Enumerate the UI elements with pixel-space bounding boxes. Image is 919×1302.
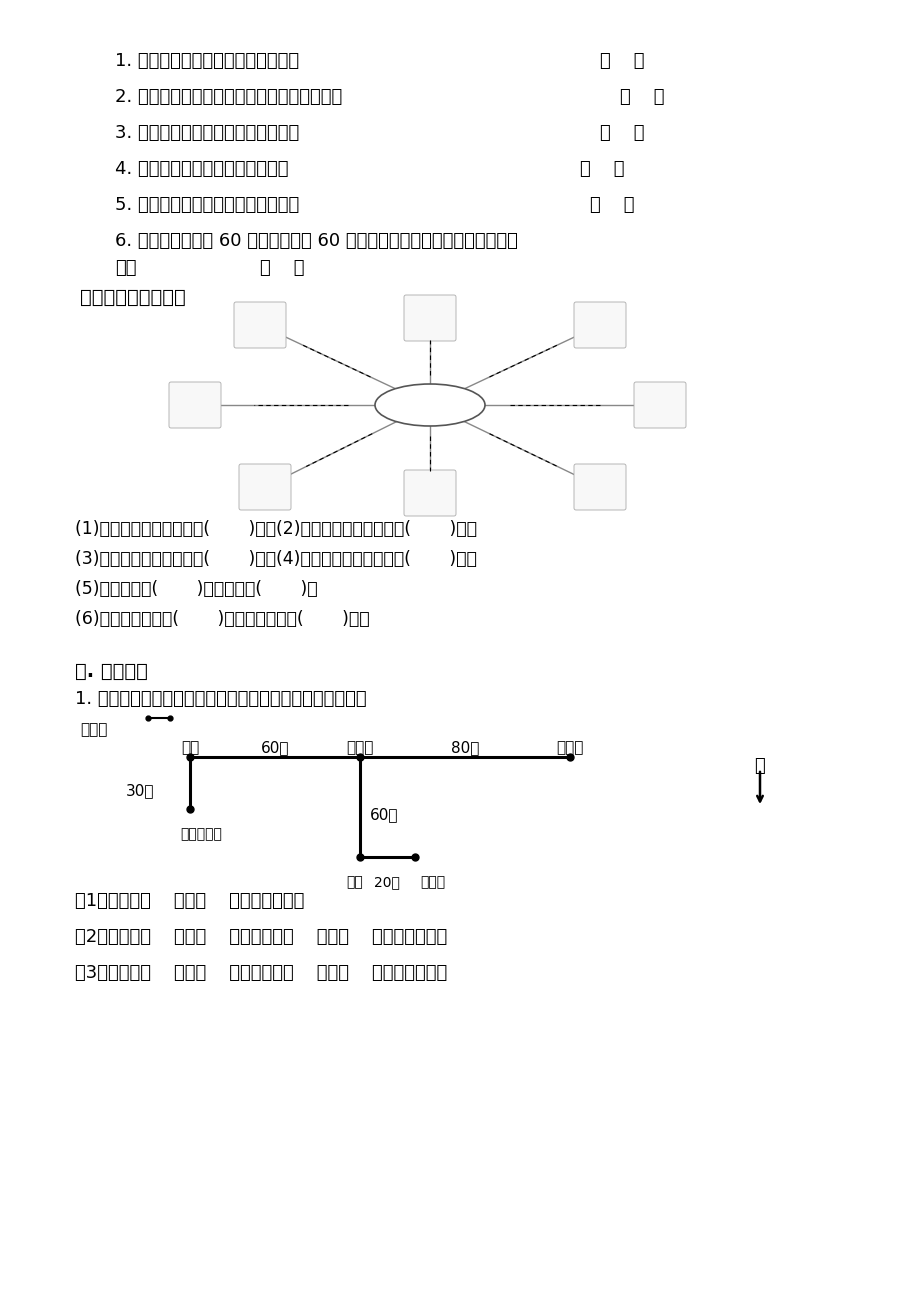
Text: (3)小兔住在森林俱乐部的(       )面。(4)老虎住在森林俱乐部的(       )面。: (3)小兔住在森林俱乐部的( )面。(4)老虎住在森林俱乐部的( )面。 [75, 549, 476, 568]
Text: （    ）: （ ） [589, 197, 634, 214]
Text: 电影院: 电影院 [346, 740, 373, 755]
Text: 四、去动物园看看。: 四、去动物园看看。 [80, 288, 186, 307]
Text: 北: 北 [754, 756, 765, 775]
Text: 格格家: 格格家 [420, 875, 445, 889]
FancyBboxPatch shape [633, 381, 686, 428]
Text: （    ）: （ ） [260, 259, 304, 277]
Text: 2. 在森林中可以利用树叶的疏密来识别方向。: 2. 在森林中可以利用树叶的疏密来识别方向。 [115, 89, 342, 105]
Text: （2）格格向（    ）走（    ）米，再向（    ）走（    ）米到电影院。: （2）格格向（ ）走（ ）米，再向（ ）走（ ）米到电影院。 [75, 928, 447, 947]
Text: 邮局: 邮局 [181, 740, 199, 755]
Text: （    ）: （ ） [579, 160, 624, 178]
Text: 60米: 60米 [260, 740, 289, 755]
FancyBboxPatch shape [403, 296, 456, 341]
Text: 五. 解决问题: 五. 解决问题 [75, 661, 148, 681]
FancyBboxPatch shape [169, 381, 221, 428]
FancyBboxPatch shape [239, 464, 290, 510]
Text: 5. 刮东北风时，炊烟往东北方向飘。: 5. 刮东北风时，炊烟往东北方向飘。 [115, 197, 299, 214]
Text: 森林俱乐部: 森林俱乐部 [409, 405, 450, 419]
Text: 图：皮皮家: 图：皮皮家 [180, 827, 221, 841]
Text: 20米: 20米 [374, 875, 400, 889]
Text: 4. 东与西相对，东南与西南相对。: 4. 东与西相对，东南与西南相对。 [115, 160, 289, 178]
Text: (6)小狗住在狮子的(       )面，住在小兔的(       )面。: (6)小狗住在狮子的( )面，住在小兔的( )面。 [75, 611, 369, 628]
Text: 向。: 向。 [115, 259, 136, 277]
Text: 60米: 60米 [369, 807, 398, 822]
Text: （    ）: （ ） [599, 124, 644, 142]
Text: (5)猫东面住着(       )，西面住着(       )。: (5)猫东面住着( )，西面住着( )。 [75, 579, 317, 598]
Text: （1）奇奇向（    ）走（    ）米到电影院。: （1）奇奇向（ ）走（ ）米到电影院。 [75, 892, 304, 910]
Text: （3）皮皮向（    ）走（    ）米，再向（    ）走（    ）米到电影院。: （3）皮皮向（ ）走（ ）米，再向（ ）走（ ）米到电影院。 [75, 963, 447, 982]
Text: 6. 小李从家往东走 60 米，再往南走 60 米就到了学校，学校在他家的东南方: 6. 小李从家往东走 60 米，再往南走 60 米就到了学校，学校在他家的东南方 [115, 232, 517, 250]
Text: （    ）: （ ） [599, 52, 644, 70]
FancyBboxPatch shape [403, 470, 456, 516]
Text: 80米: 80米 [450, 740, 479, 755]
Text: 3. 面朝南方时，你的左手边是西方。: 3. 面朝南方时，你的左手边是西方。 [115, 124, 299, 142]
Text: 书店: 书店 [346, 875, 363, 889]
FancyBboxPatch shape [233, 302, 286, 348]
Text: (1)小猴住在森林俱乐部的(       )面。(2)狮子住在森林俱乐部的(       )面。: (1)小猴住在森林俱乐部的( )面。(2)狮子住在森林俱乐部的( )面。 [75, 519, 476, 538]
Text: 1. 人的影子在西方，太阳应在东方。: 1. 人的影子在西方，太阳应在东方。 [115, 52, 299, 70]
FancyBboxPatch shape [573, 302, 625, 348]
Text: 1. 三个小朋友都从家出发去看电影，请你根据下图填一填。: 1. 三个小朋友都从家出发去看电影，请你根据下图填一填。 [75, 690, 367, 708]
Text: 30米: 30米 [126, 783, 154, 798]
Text: 奇奇家: 奇奇家 [556, 740, 583, 755]
Text: 图标：: 图标： [80, 723, 108, 737]
Text: （    ）: （ ） [619, 89, 664, 105]
FancyBboxPatch shape [573, 464, 625, 510]
Ellipse shape [375, 384, 484, 426]
